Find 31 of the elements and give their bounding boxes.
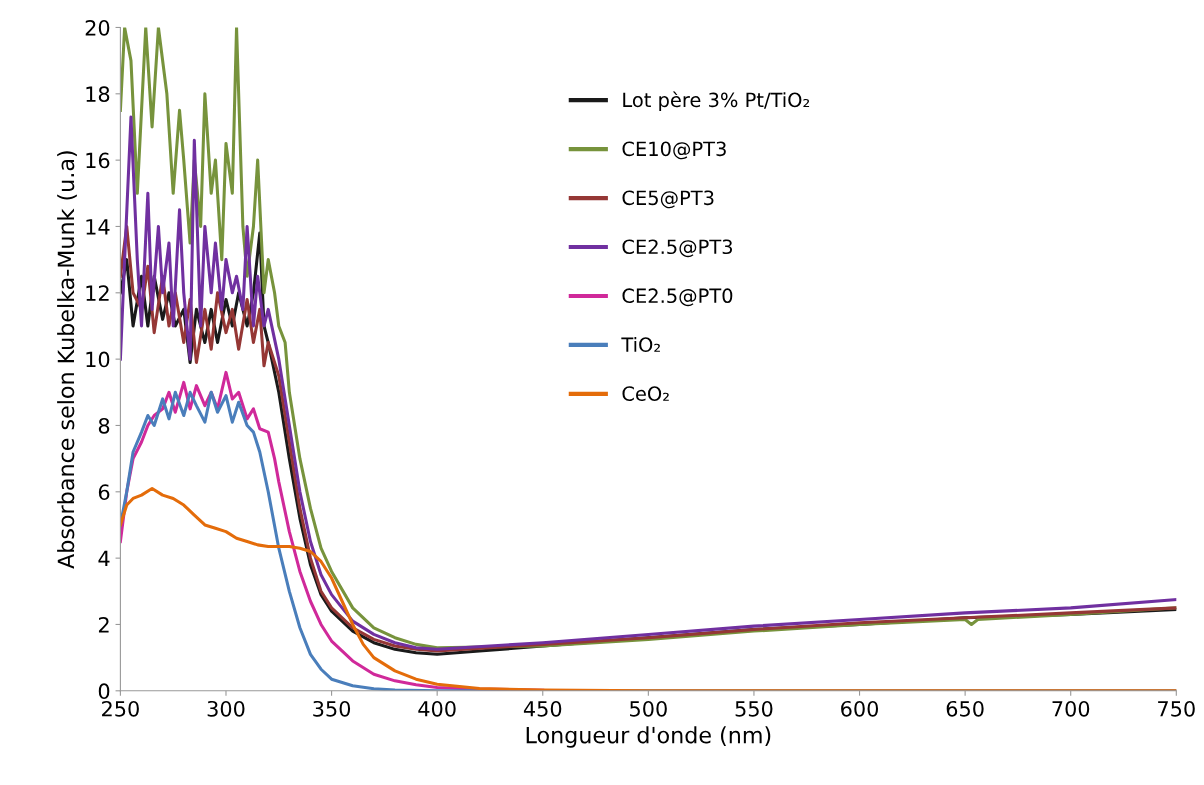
x-tick-label: 250: [102, 700, 139, 717]
y-tick-label: 20: [85, 19, 110, 36]
y-tick-label: 4: [98, 550, 110, 567]
legend-label: Lot père 3% Pt/TiO₂: [623, 91, 810, 111]
y-tick-label: 8: [98, 417, 110, 434]
y-tick-label: 2: [98, 616, 109, 633]
y-axis-title: Absorbance selon Kubelka-Munk (u.a): [57, 151, 77, 569]
y-tick-label: 14: [86, 219, 110, 235]
y-tick-label: 0: [98, 683, 110, 700]
y-tick-label: 12: [86, 285, 109, 301]
y-tick-label: 18: [86, 86, 110, 103]
legend-label: CE5@PT3: [622, 190, 714, 209]
x-tick-label: 400: [418, 700, 456, 717]
x-tick-label: 650: [946, 700, 984, 717]
x-tick-label: 450: [523, 700, 562, 717]
x-tick-label: 300: [207, 700, 245, 717]
legend-label: CeO₂: [622, 386, 669, 401]
x-tick-label: 350: [313, 700, 351, 717]
y-tick-label: 16: [86, 152, 110, 169]
x-tick-label: 700: [1052, 700, 1090, 717]
x-tick-label: 750: [1158, 700, 1195, 717]
y-tick-label: 10: [86, 351, 110, 368]
legend-label: CE2.5@PT0: [622, 288, 733, 307]
y-tick-label: 6: [98, 484, 110, 501]
legend-label: CE2.5@PT3: [622, 239, 733, 258]
x-axis-title: Longueur d'onde (nm): [526, 726, 771, 748]
legend-label: CE10@PT3: [622, 141, 726, 160]
legend-label: TiO₂: [621, 336, 660, 353]
x-tick-label: 550: [735, 700, 773, 717]
x-tick-label: 600: [841, 700, 879, 717]
x-tick-label: 500: [630, 700, 667, 717]
